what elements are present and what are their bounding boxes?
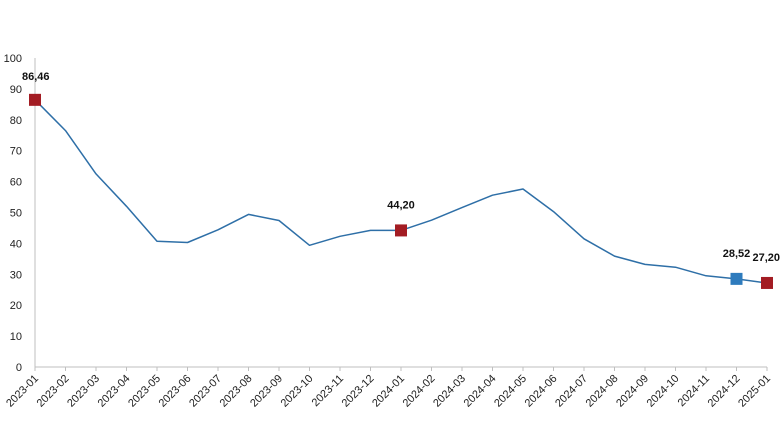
- data-point-marker: [395, 224, 407, 237]
- y-tick-label: 80: [10, 115, 22, 127]
- x-tick-label: 2024-03: [431, 373, 468, 410]
- x-tick-label: 2023-03: [65, 373, 102, 410]
- x-tick-label: 2024-10: [645, 373, 682, 410]
- x-tick-label: 2024-07: [553, 373, 590, 410]
- data-label: 28,52: [723, 248, 751, 260]
- x-tick-label: 2023-02: [35, 373, 72, 410]
- x-tick-label: 2024-02: [401, 373, 438, 410]
- x-tick-label: 2023-09: [248, 373, 285, 410]
- data-point-marker: [29, 93, 41, 106]
- x-tick-label: 2024-06: [523, 373, 560, 410]
- y-tick-label: 60: [10, 177, 22, 189]
- data-label: 44,20: [387, 199, 415, 211]
- x-tick-label: 2025-01: [736, 373, 773, 410]
- x-tick-label: 2024-05: [492, 373, 529, 410]
- data-label: 86,46: [22, 71, 50, 83]
- x-tick-label: 2024-01: [370, 373, 407, 410]
- data-label: 27,20: [752, 252, 780, 264]
- y-tick-label: 10: [10, 331, 22, 343]
- x-tick-label: 2024-08: [584, 373, 621, 410]
- x-tick-label: 2024-12: [706, 373, 743, 410]
- series-line: [34, 99, 768, 284]
- y-tick-label: 90: [10, 84, 22, 96]
- y-tick-label: 20: [10, 300, 22, 312]
- x-tick-label: 2023-10: [279, 373, 316, 410]
- data-point-marker: [761, 276, 773, 289]
- x-tick-label: 2023-01: [4, 373, 41, 410]
- y-tick-label: 0: [16, 362, 22, 374]
- x-tick-label: 2023-08: [218, 373, 255, 410]
- y-tick-label: 40: [10, 238, 22, 250]
- y-tick-label: 30: [10, 269, 22, 281]
- data-point-marker: [730, 272, 743, 285]
- x-tick-label: 2024-04: [462, 373, 499, 410]
- x-tick-label: 2023-06: [157, 373, 194, 410]
- x-tick-label: 2023-12: [340, 373, 377, 410]
- x-tick-label: 2023-05: [126, 373, 163, 410]
- x-tick-label: 2023-07: [187, 373, 224, 410]
- y-tick-label: 50: [10, 208, 22, 220]
- y-tick-label: 100: [4, 53, 22, 65]
- x-tick-label: 2023-04: [96, 373, 133, 410]
- x-tick-label: 2024-09: [614, 373, 651, 410]
- y-tick-label: 70: [10, 146, 22, 158]
